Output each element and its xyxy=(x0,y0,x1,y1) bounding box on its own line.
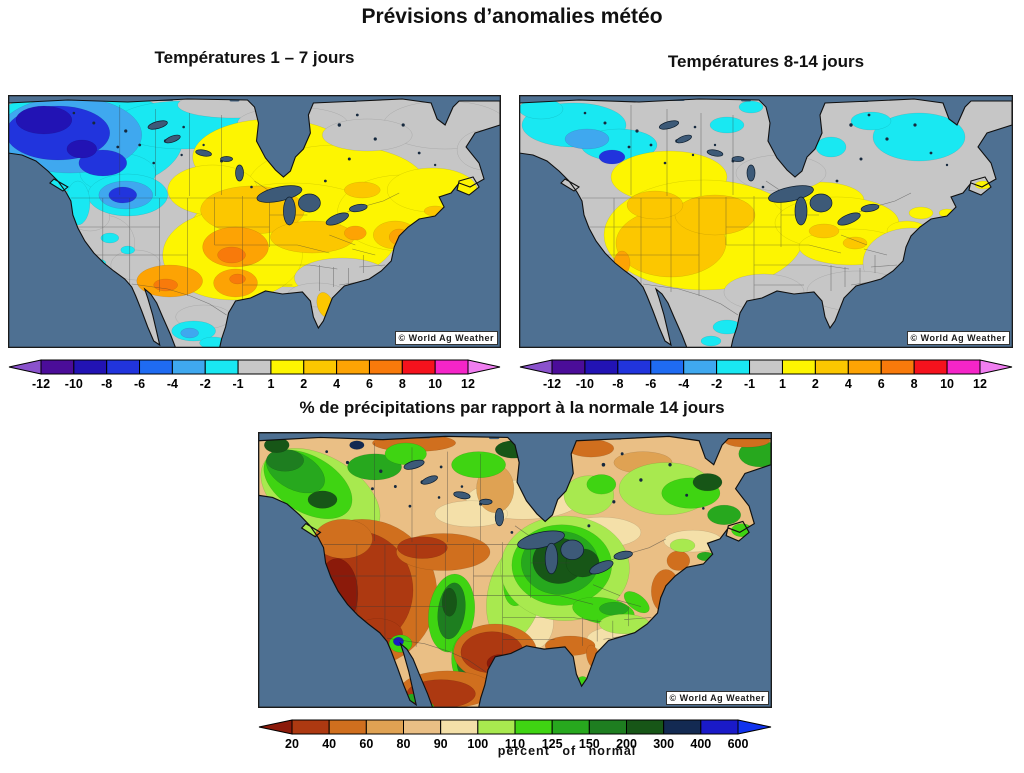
svg-text:-10: -10 xyxy=(65,377,83,391)
colorbar-temp-1-7: -12 -10 -8 -6 -4 -2 -1 1 2 4 6 8 10 12 xyxy=(8,357,501,393)
svg-text:-6: -6 xyxy=(134,377,145,391)
map-title-temp-8-14: Températures 8-14 jours xyxy=(667,52,865,71)
svg-text:12: 12 xyxy=(461,377,475,391)
watermark: © World Ag Weather xyxy=(665,691,769,705)
svg-text:2: 2 xyxy=(812,377,819,391)
svg-text:10: 10 xyxy=(428,377,442,391)
svg-text:1: 1 xyxy=(267,377,274,391)
svg-text:-8: -8 xyxy=(612,377,623,391)
svg-text:-1: -1 xyxy=(233,377,244,391)
svg-text:-4: -4 xyxy=(167,377,178,391)
svg-text:20: 20 xyxy=(285,737,299,751)
svg-text:12: 12 xyxy=(973,377,987,391)
svg-text:600: 600 xyxy=(728,737,749,751)
colorbar-temp-8-14: -12 -10 -8 -6 -4 -2 -1 1 2 4 6 8 10 12 xyxy=(519,357,1013,393)
svg-text:6: 6 xyxy=(366,377,373,391)
svg-text:10: 10 xyxy=(940,377,954,391)
svg-text:-10: -10 xyxy=(576,377,594,391)
svg-text:150: 150 xyxy=(579,737,600,751)
svg-text:-12: -12 xyxy=(543,377,561,391)
svg-text:300: 300 xyxy=(653,737,674,751)
map-precip-14: © World Ag Weather xyxy=(258,432,772,708)
svg-text:-12: -12 xyxy=(32,377,50,391)
page-title: Prévisions d’anomalies météo xyxy=(361,5,663,28)
svg-text:8: 8 xyxy=(399,377,406,391)
svg-text:-1: -1 xyxy=(744,377,755,391)
svg-text:125: 125 xyxy=(542,737,563,751)
svg-text:90: 90 xyxy=(434,737,448,751)
svg-text:4: 4 xyxy=(333,377,340,391)
svg-text:2: 2 xyxy=(300,377,307,391)
watermark: © World Ag Weather xyxy=(394,331,498,345)
watermark: © World Ag Weather xyxy=(906,331,1010,345)
svg-text:60: 60 xyxy=(359,737,373,751)
colorbar-caption: percent of normal xyxy=(497,744,637,758)
svg-text:400: 400 xyxy=(690,737,711,751)
map-title-temp-1-7: Températures 1 – 7 jours xyxy=(154,48,355,67)
north-america-map-graphic xyxy=(519,95,1013,348)
svg-text:110: 110 xyxy=(505,737,525,751)
svg-text:1: 1 xyxy=(779,377,786,391)
svg-text:200: 200 xyxy=(616,737,637,751)
svg-text:-6: -6 xyxy=(645,377,656,391)
svg-text:8: 8 xyxy=(911,377,918,391)
colorbar-precip: 20 40 60 80 90 100 110 125 150 200 300 400 600 xyxy=(258,717,772,753)
map-temp-1-7: © World Ag Weather xyxy=(8,95,501,348)
svg-text:-4: -4 xyxy=(678,377,689,391)
svg-text:-2: -2 xyxy=(200,377,211,391)
map-temp-8-14: © World Ag Weather xyxy=(519,95,1013,348)
map-title-precip: % de précipitations par rapport à la nor… xyxy=(299,398,725,417)
svg-text:40: 40 xyxy=(322,737,336,751)
north-america-map-graphic xyxy=(8,95,501,348)
north-america-map-graphic xyxy=(258,432,772,708)
svg-text:4: 4 xyxy=(845,377,852,391)
svg-text:80: 80 xyxy=(397,737,411,751)
svg-text:6: 6 xyxy=(878,377,885,391)
svg-text:100: 100 xyxy=(467,737,488,751)
svg-text:-2: -2 xyxy=(711,377,722,391)
svg-text:-8: -8 xyxy=(101,377,112,391)
